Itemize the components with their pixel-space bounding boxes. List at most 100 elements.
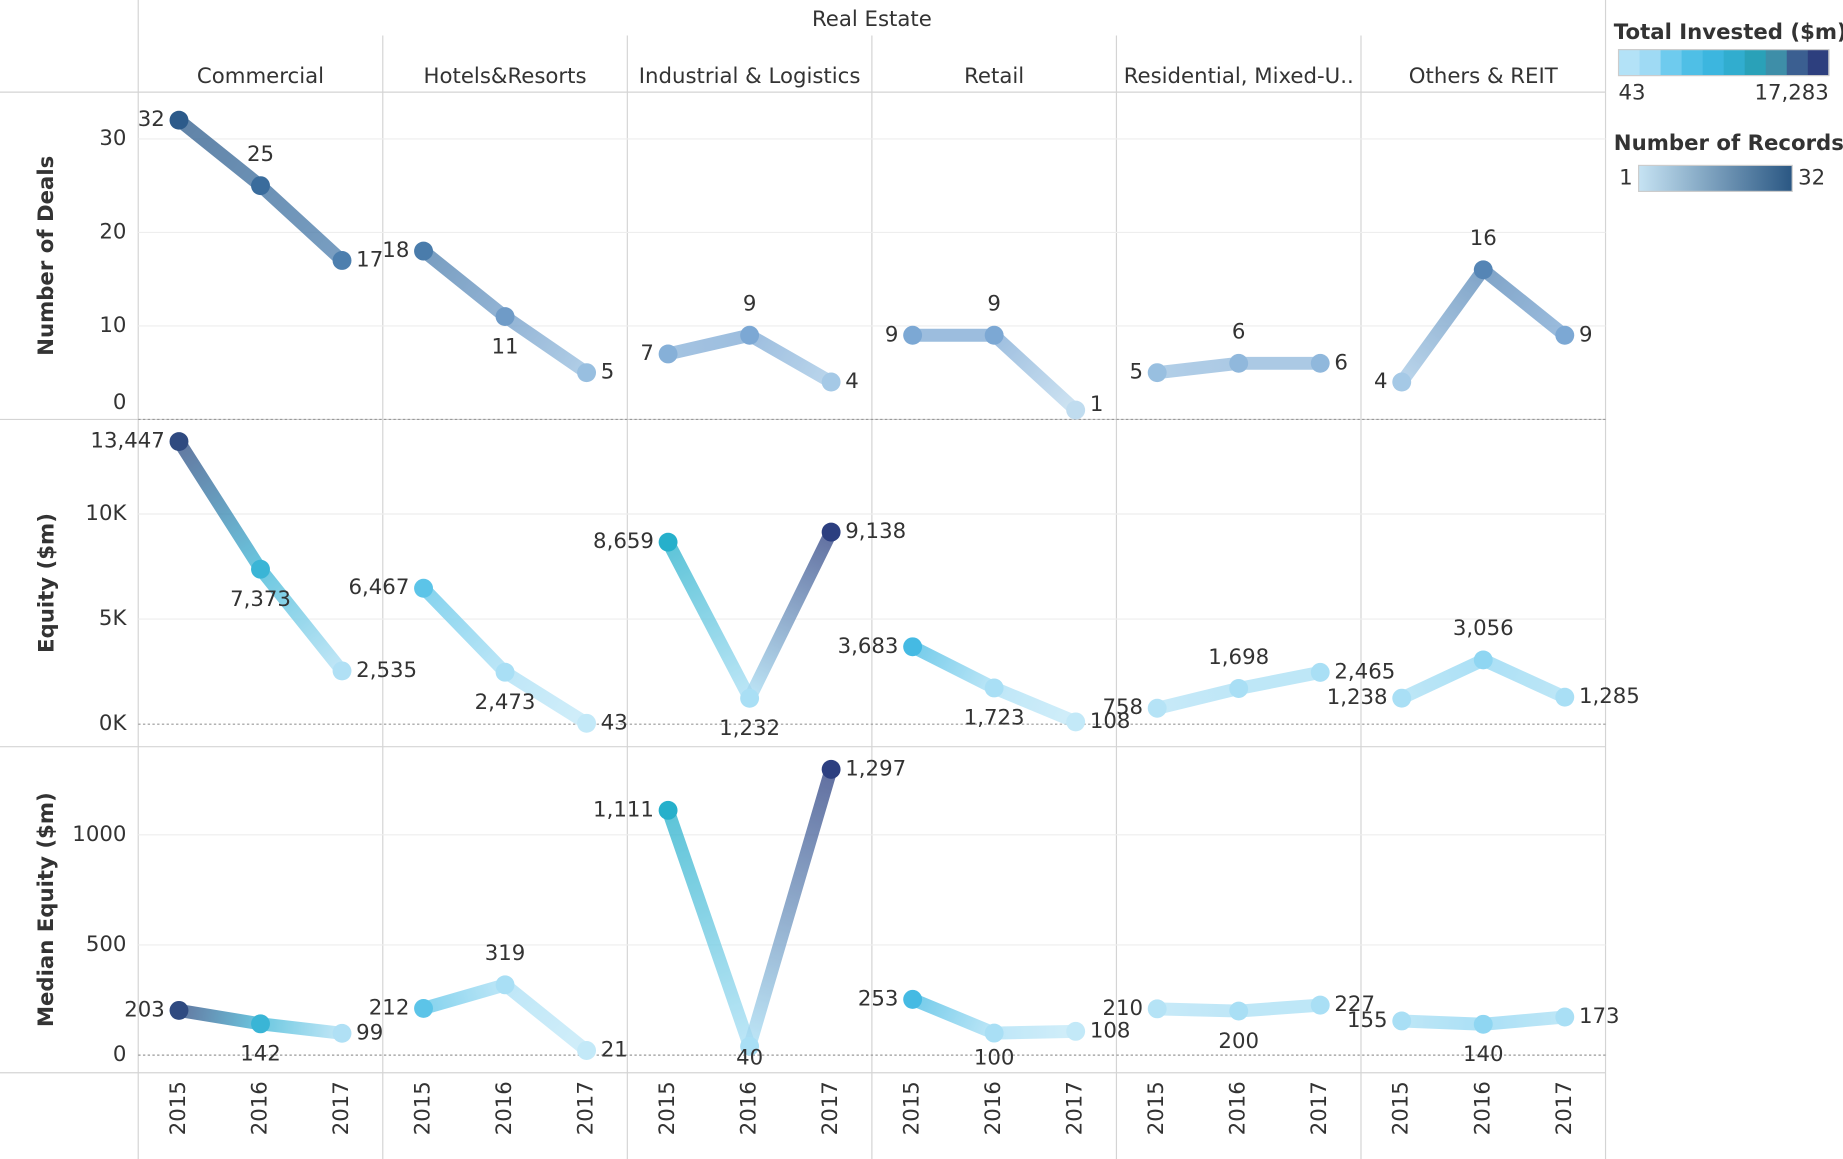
legend-swatch [1786,49,1809,76]
column-header: Commercial [197,64,324,89]
row-label: Equity ($m) [34,513,59,653]
data-label: 212 [369,995,410,1020]
data-label: 9 [743,292,757,317]
data-label: 6,467 [349,575,410,600]
y-tick-label: 20 [99,219,126,244]
data-label: 25 [247,142,274,167]
point [577,713,597,733]
legend-min: 1 [1619,165,1633,190]
point [577,1041,597,1060]
line-segment [743,762,838,1053]
data-label: 4 [1374,369,1388,394]
data-label: 3,683 [838,634,899,659]
y-tick-label: 0 [113,390,127,415]
data-label: 5 [1129,360,1143,385]
data-label: 2,465 [1334,659,1395,684]
data-label: 5 [601,360,615,385]
data-label: 203 [124,997,165,1022]
data-label: 2,535 [356,658,417,683]
point [740,688,760,708]
line-segment [987,328,1083,417]
data-label: 9,138 [845,519,906,544]
data-label: 9 [1579,322,1593,347]
data-label: 155 [1347,1008,1388,1033]
data-label: 1,238 [1327,685,1388,710]
point [1392,372,1412,392]
legend-swatch [1660,49,1683,76]
point [984,678,1004,698]
point [414,241,433,261]
data-label: 21 [601,1038,628,1063]
legend-swatch [1807,49,1830,76]
x-tick-label: 2016 [492,1081,517,1135]
data-label: 9 [987,292,1001,317]
line-segment [498,665,594,730]
data-label: 100 [974,1046,1015,1071]
data-label: 1 [1090,392,1104,417]
legend-swatch [1618,49,1641,76]
point [1066,712,1086,732]
point [332,661,352,681]
point [1392,1011,1412,1031]
data-label: 3,056 [1453,616,1514,641]
y-tick-label: 1000 [72,822,126,847]
line-segment [172,435,267,576]
y-tick-label: 500 [86,932,127,957]
point [169,110,189,130]
point [903,325,923,345]
point [821,372,841,392]
data-label: 13,447 [90,429,164,454]
x-tick-label: 2016 [248,1081,273,1135]
legend-swatch [1639,49,1662,76]
data-label: 11 [492,334,519,359]
line-segment [498,310,594,380]
data-label: 1,285 [1579,684,1640,709]
data-label: 32 [138,107,165,132]
point [332,251,352,270]
point [495,662,515,682]
point [740,1036,760,1056]
line-segment [906,640,1001,695]
point [1147,363,1167,383]
legend-title: Number of Records [1614,131,1843,156]
point [251,559,270,579]
x-tick-label: 2015 [1144,1081,1169,1135]
line-segment [254,179,349,267]
data-label: 17 [356,247,383,272]
point [1310,353,1330,373]
y-tick-label: 0 [113,1042,127,1067]
data-label: 6 [1232,320,1246,345]
point [251,176,270,196]
point [1229,679,1249,698]
line-segment [1395,1014,1490,1031]
point [1066,1021,1086,1041]
legend-swatch [1744,49,1767,76]
x-tick-label: 2015 [411,1081,436,1135]
column-header: Retail [964,64,1024,89]
line-segment [1476,1010,1572,1031]
row-label: Median Equity ($m) [34,792,59,1027]
x-tick-label: 2017 [1063,1081,1088,1135]
x-tick-label: 2017 [1307,1081,1332,1135]
x-tick-label: 2015 [1389,1081,1414,1135]
data-label: 18 [382,238,409,263]
y-tick-label: 0K [99,711,128,736]
row-label: Number of Deals [34,156,59,356]
point [821,522,841,542]
line-segment [906,992,1001,1040]
point [495,975,515,995]
data-label: 227 [1334,992,1375,1017]
point [1555,1007,1575,1027]
x-tick-label: 2015 [900,1081,925,1135]
data-label: 1,232 [719,716,780,741]
line-segment [661,803,757,1053]
point [1555,325,1575,345]
point [169,432,189,451]
data-label: 9 [885,322,899,347]
x-tick-label: 2015 [655,1081,680,1135]
point [332,1023,352,1043]
point [1147,698,1167,718]
point [414,578,433,598]
point [658,344,678,364]
point [1310,995,1330,1015]
